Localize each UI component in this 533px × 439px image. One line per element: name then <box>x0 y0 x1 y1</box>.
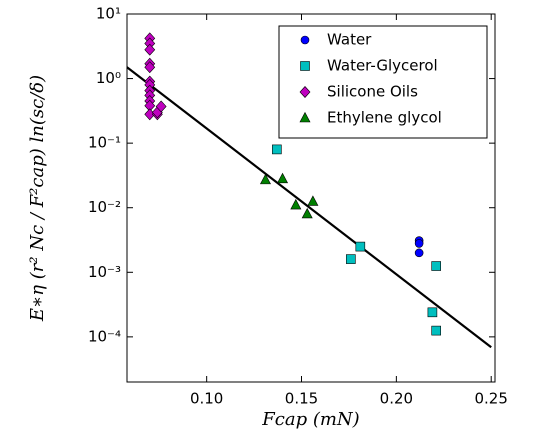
point <box>277 172 289 184</box>
x-tick-label: 0.10 <box>190 390 223 408</box>
point <box>301 207 313 219</box>
x-tick-label: 0.25 <box>475 390 508 408</box>
point <box>414 248 424 258</box>
x-axis-title: Fcap (mN) <box>261 409 359 430</box>
point <box>144 43 156 56</box>
legend-box <box>278 25 488 139</box>
y-tick-label: 10⁻¹ <box>88 134 121 152</box>
y-tick-label: 10⁰ <box>96 69 121 87</box>
legend-label: Water <box>327 31 372 49</box>
legend-marker <box>299 86 311 98</box>
point <box>155 100 167 113</box>
y-tick-label: 10⁻⁴ <box>88 327 121 345</box>
point <box>427 307 438 318</box>
legend-marker <box>300 35 310 45</box>
point <box>431 261 441 271</box>
legend-label: Silicone Oils <box>327 83 418 101</box>
x-tick-label: 0.20 <box>380 390 413 408</box>
point <box>144 61 156 74</box>
point <box>307 195 319 206</box>
y-tick-label: 10¹ <box>96 5 121 23</box>
legend-marker <box>300 61 310 71</box>
fit-line <box>126 66 492 349</box>
point <box>431 325 441 336</box>
legend-label: Ethylene glycol <box>327 109 442 127</box>
y-tick-label: 10⁻³ <box>88 263 121 281</box>
point <box>414 239 424 248</box>
plot-frame <box>126 13 496 383</box>
point <box>355 241 366 252</box>
y-axis-title: E∗η (r² Nc / F²cap) ln(sc/δ) <box>27 75 48 322</box>
y-tick-label: 10⁻² <box>88 198 121 216</box>
point <box>290 198 302 210</box>
legend-marker <box>299 111 311 123</box>
point <box>346 254 356 264</box>
point <box>272 144 282 155</box>
legend-label: Water-Glycerol <box>327 57 438 75</box>
x-tick-label: 0.15 <box>285 390 318 408</box>
point <box>259 173 271 185</box>
